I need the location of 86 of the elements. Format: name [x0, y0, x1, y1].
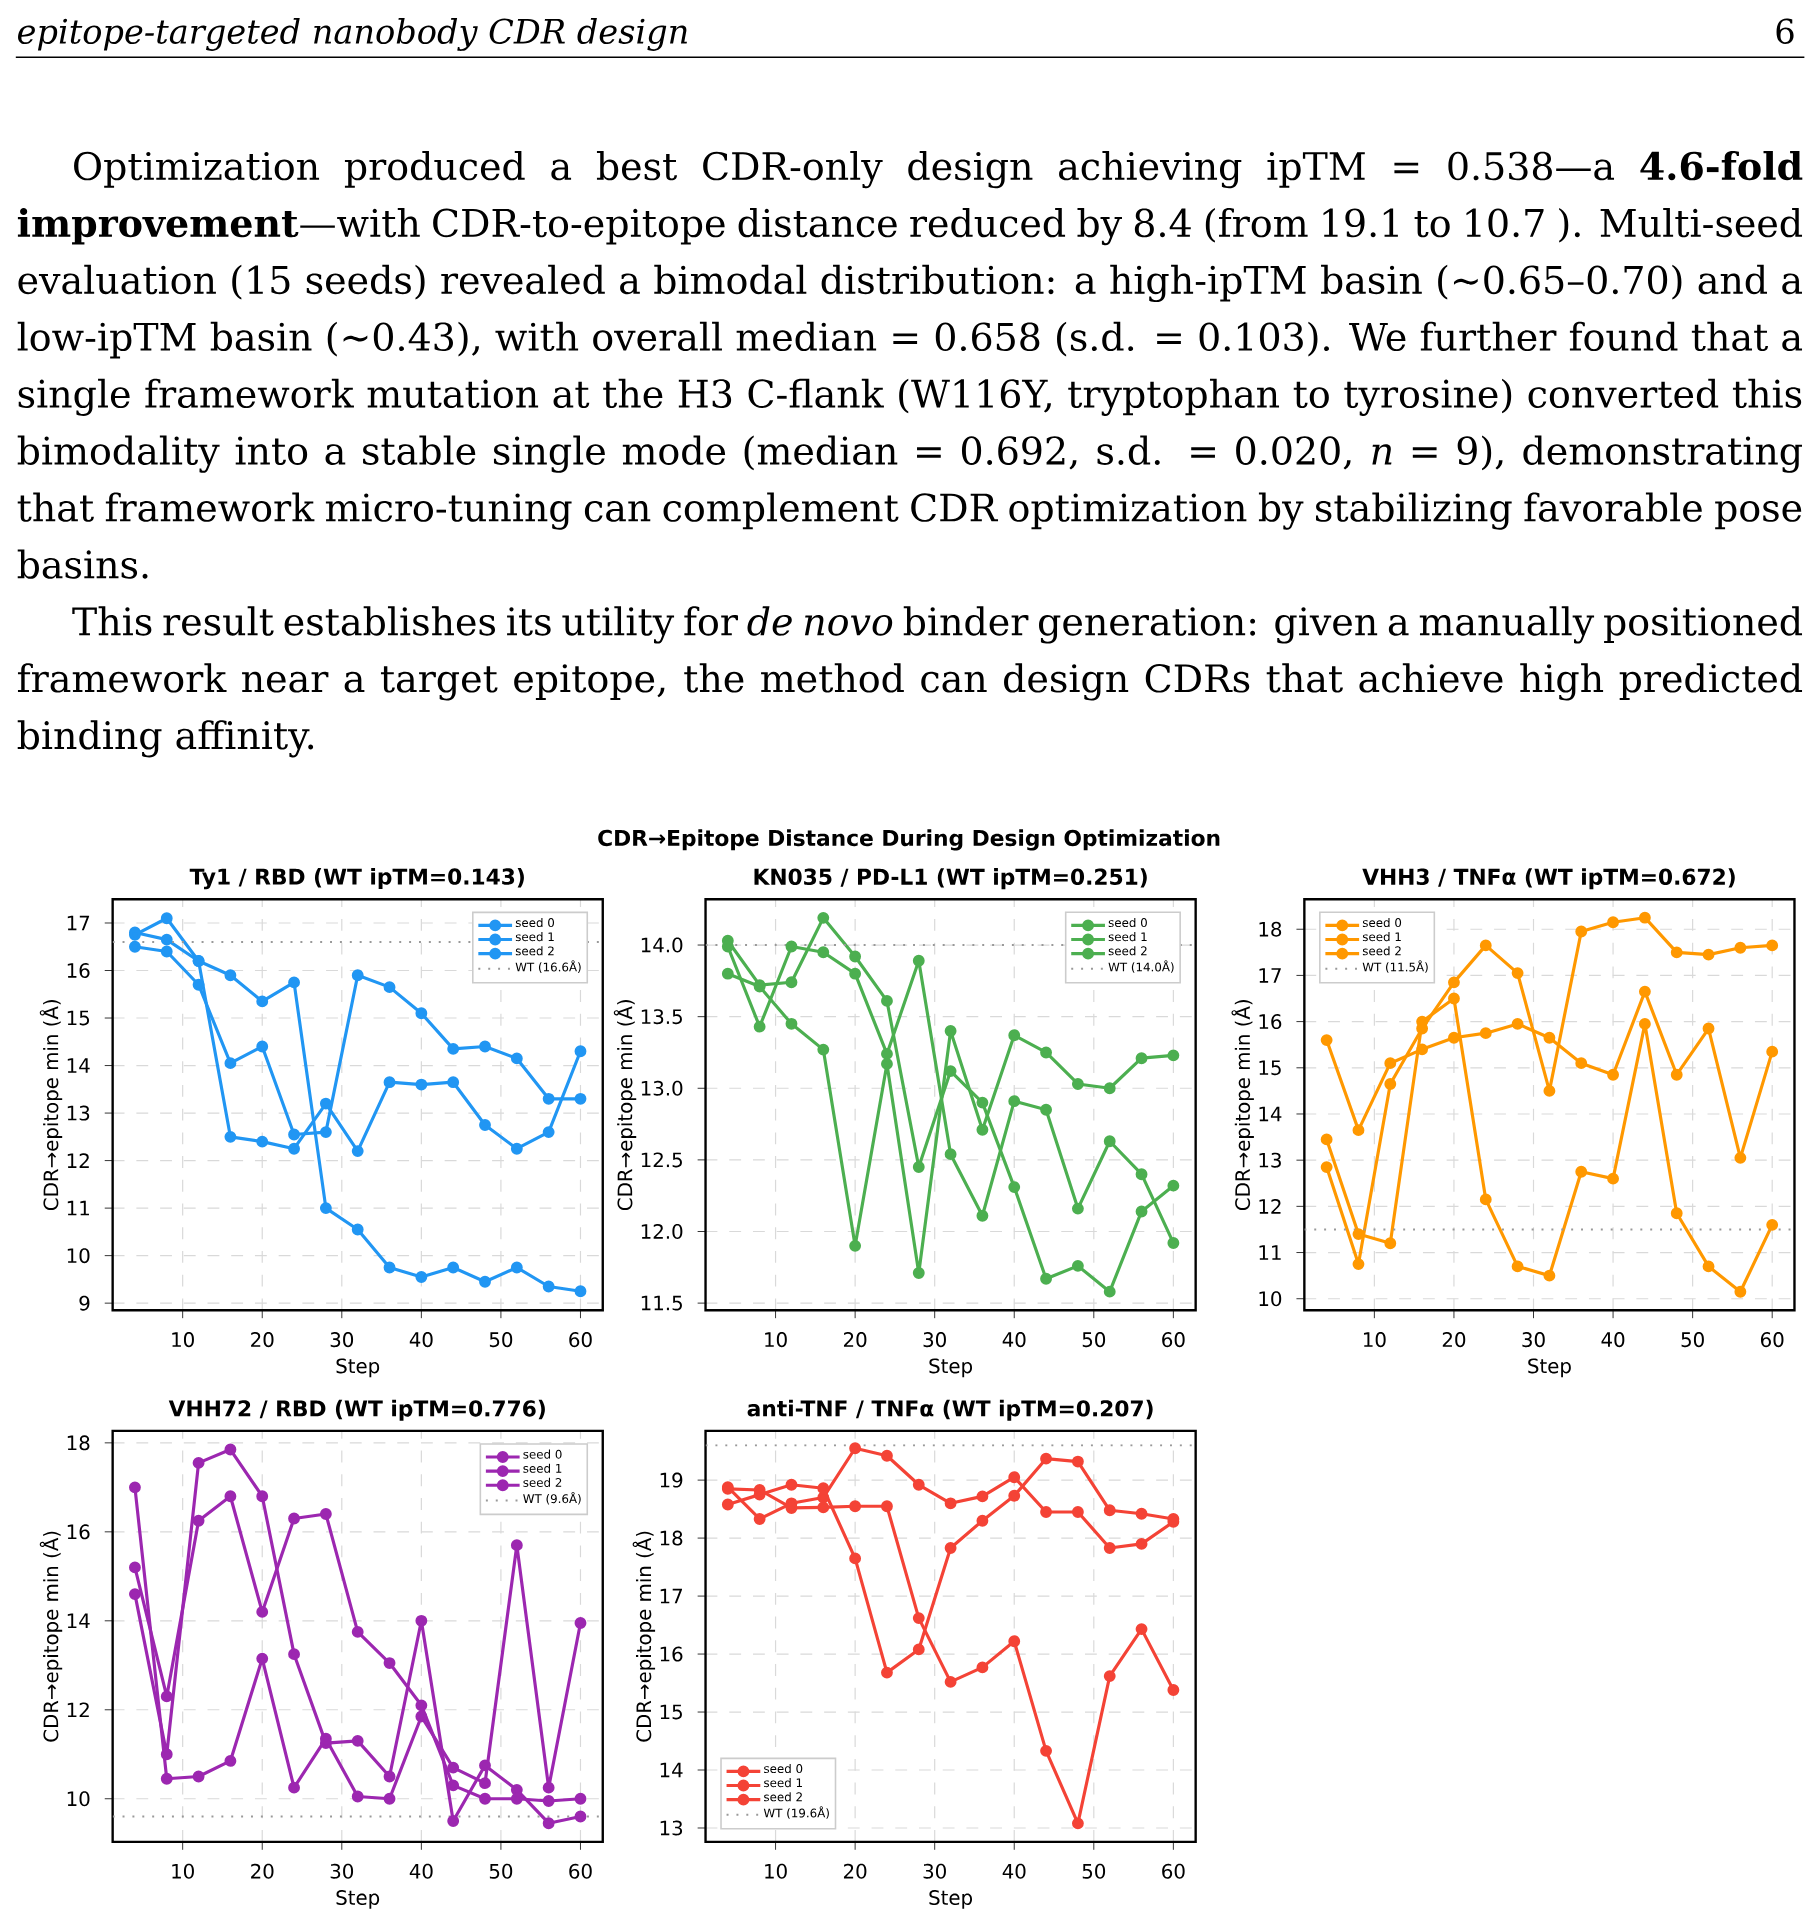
y-tick-label: 13.0: [641, 1080, 683, 1096]
y-tick-label: 12: [67, 1153, 89, 1168]
x-tick-label: 50: [1681, 1332, 1704, 1348]
y-tick-label: 14: [1259, 1106, 1282, 1122]
chart-title: VHH72 / RBD (WT ipTM=0.776): [168, 1399, 545, 1421]
x-tick-label: 30: [923, 1863, 946, 1879]
y-tick-label: 17: [67, 915, 90, 931]
y-axis-title: CDR→epitope min (Å): [39, 1000, 63, 1211]
x-tick-label: 10: [765, 1863, 787, 1879]
x-tick-label: 20: [251, 1863, 274, 1879]
x-axis-title: Step: [929, 1358, 972, 1378]
y-tick-label: 11.5: [641, 1295, 682, 1311]
x-tick-label: 50: [489, 1332, 513, 1348]
y-tick-label: 14: [660, 1762, 683, 1778]
y-tick-label: 10: [67, 1248, 90, 1264]
y-axis-title: CDR→epitope min (Å): [632, 1531, 656, 1742]
chart-title: Ty1 / RBD (WT ipTM=0.143): [189, 867, 524, 890]
y-tick-label: 17: [1259, 968, 1281, 983]
y-axis-title: CDR→epitope min (Å): [1231, 1000, 1254, 1211]
y-tick-label: 13: [1259, 1152, 1281, 1168]
x-axis-title: Step: [336, 1890, 380, 1909]
y-tick-label: 11: [67, 1200, 89, 1216]
y-tick-label: 16: [67, 963, 90, 979]
y-tick-label: 16: [1259, 1014, 1282, 1030]
x-tick-label: 50: [489, 1863, 513, 1879]
y-tick-label: 18: [67, 1435, 90, 1451]
x-tick-label: 60: [1162, 1863, 1185, 1879]
y-tick-label: 12.0: [641, 1224, 683, 1239]
y-tick-label: 16: [660, 1646, 683, 1662]
y-tick-label: 18: [1259, 921, 1282, 937]
x-tick-label: 20: [843, 1863, 867, 1879]
x-tick-label: 20: [251, 1332, 274, 1348]
text: CDR→Epitope Distance During Design Optimization: [598, 829, 1220, 851]
y-tick-label: 13: [660, 1820, 682, 1836]
x-tick-label: 10: [1363, 1332, 1386, 1348]
x-tick-label: 10: [765, 1332, 787, 1348]
x-tick-label: 20: [843, 1332, 867, 1348]
chart-title: anti-TNF / TNFα (WT ipTM=0.207): [747, 1399, 1153, 1421]
x-tick-label: 40: [1002, 1863, 1026, 1879]
x-axis-title: Step: [336, 1358, 380, 1378]
text: 6: [1776, 18, 1794, 44]
y-tick-label: 15: [1259, 1060, 1281, 1076]
y-tick-label: 13.5: [641, 1009, 682, 1025]
x-tick-label: 30: [330, 1332, 354, 1348]
y-tick-label: 14.0: [641, 937, 683, 953]
y-tick-label: 12: [1259, 1199, 1281, 1214]
text: epitope-targeted nanobody CDR design: [17, 17, 687, 51]
y-axis-title: CDR→epitope min (Å): [613, 1000, 637, 1211]
text: Optimization produced a best CDR-only design achieving ipTM = 0.538—a 4.6-fold improvement—with CDR-to-epitope distance reduced by 8.4 (from 19.1 to 10.7 ). Multi-seed evaluation (15 seeds) revealed a bimodal distribution: a high-ipTM basin (∼0.65–0.70) and a low-ipTM basin (∼0.43), with overall median = 0.658 (s.d. = 0.103). We further found that a single framework mutation at the H3 C-flank (W116Y, tryptophan to tyrosine) converted this bimodality into a stable single mode (median = 0.692, s.d. = 0.020, n = 9), demonstrating that framework micro-tuning can complement CDR optimization by stabilizing favorable pose basins.: [17, 150, 1803, 579]
x-tick-label: 60: [569, 1332, 592, 1348]
y-tick-label: 19: [660, 1472, 683, 1488]
x-tick-label: 10: [172, 1863, 194, 1879]
y-tick-label: 11: [1259, 1245, 1281, 1260]
x-axis-title: Step: [1528, 1358, 1571, 1378]
y-tick-label: 14: [67, 1613, 90, 1629]
x-axis-title: Step: [929, 1890, 972, 1909]
y-tick-label: 17: [660, 1588, 682, 1604]
x-tick-label: 40: [409, 1863, 433, 1879]
y-tick-label: 14: [67, 1058, 90, 1073]
y-tick-label: 18: [660, 1530, 683, 1546]
x-tick-label: 40: [1002, 1332, 1026, 1348]
x-tick-label: 30: [923, 1332, 946, 1348]
y-tick-label: 12.5: [641, 1152, 682, 1168]
x-tick-label: 60: [1760, 1332, 1784, 1348]
y-axis-title: CDR→epitope min (Å): [39, 1531, 63, 1742]
y-tick-label: 16: [67, 1524, 90, 1540]
y-tick-label: 9: [79, 1295, 90, 1311]
x-tick-label: 30: [330, 1863, 354, 1879]
chart-title: VHH3 / TNFα (WT ipTM=0.672): [1362, 868, 1735, 890]
x-tick-label: 20: [1442, 1332, 1466, 1348]
x-tick-label: 30: [1522, 1332, 1545, 1348]
y-tick-label: 15: [67, 1010, 89, 1026]
y-tick-label: 15: [660, 1704, 682, 1720]
y-tick-label: 12: [67, 1702, 89, 1718]
chart-title: KN035 / PD-L1 (WT ipTM=0.251): [754, 868, 1147, 890]
y-tick-label: 13: [67, 1105, 90, 1121]
x-tick-label: 40: [1601, 1332, 1625, 1348]
x-tick-label: 60: [569, 1863, 592, 1879]
y-tick-label: 10: [1259, 1291, 1282, 1307]
x-tick-label: 50: [1082, 1332, 1106, 1348]
x-tick-label: 50: [1082, 1863, 1106, 1879]
x-tick-label: 10: [172, 1332, 194, 1348]
x-tick-label: 60: [1162, 1332, 1185, 1348]
x-tick-label: 40: [409, 1332, 433, 1348]
text: This result establishes its utility for de novo binder generation: given a manually positioned framework near a target epitope, the method can design CDRs that achieve high predicted binding affinity.: [17, 606, 1802, 758]
y-tick-label: 10: [67, 1791, 90, 1807]
